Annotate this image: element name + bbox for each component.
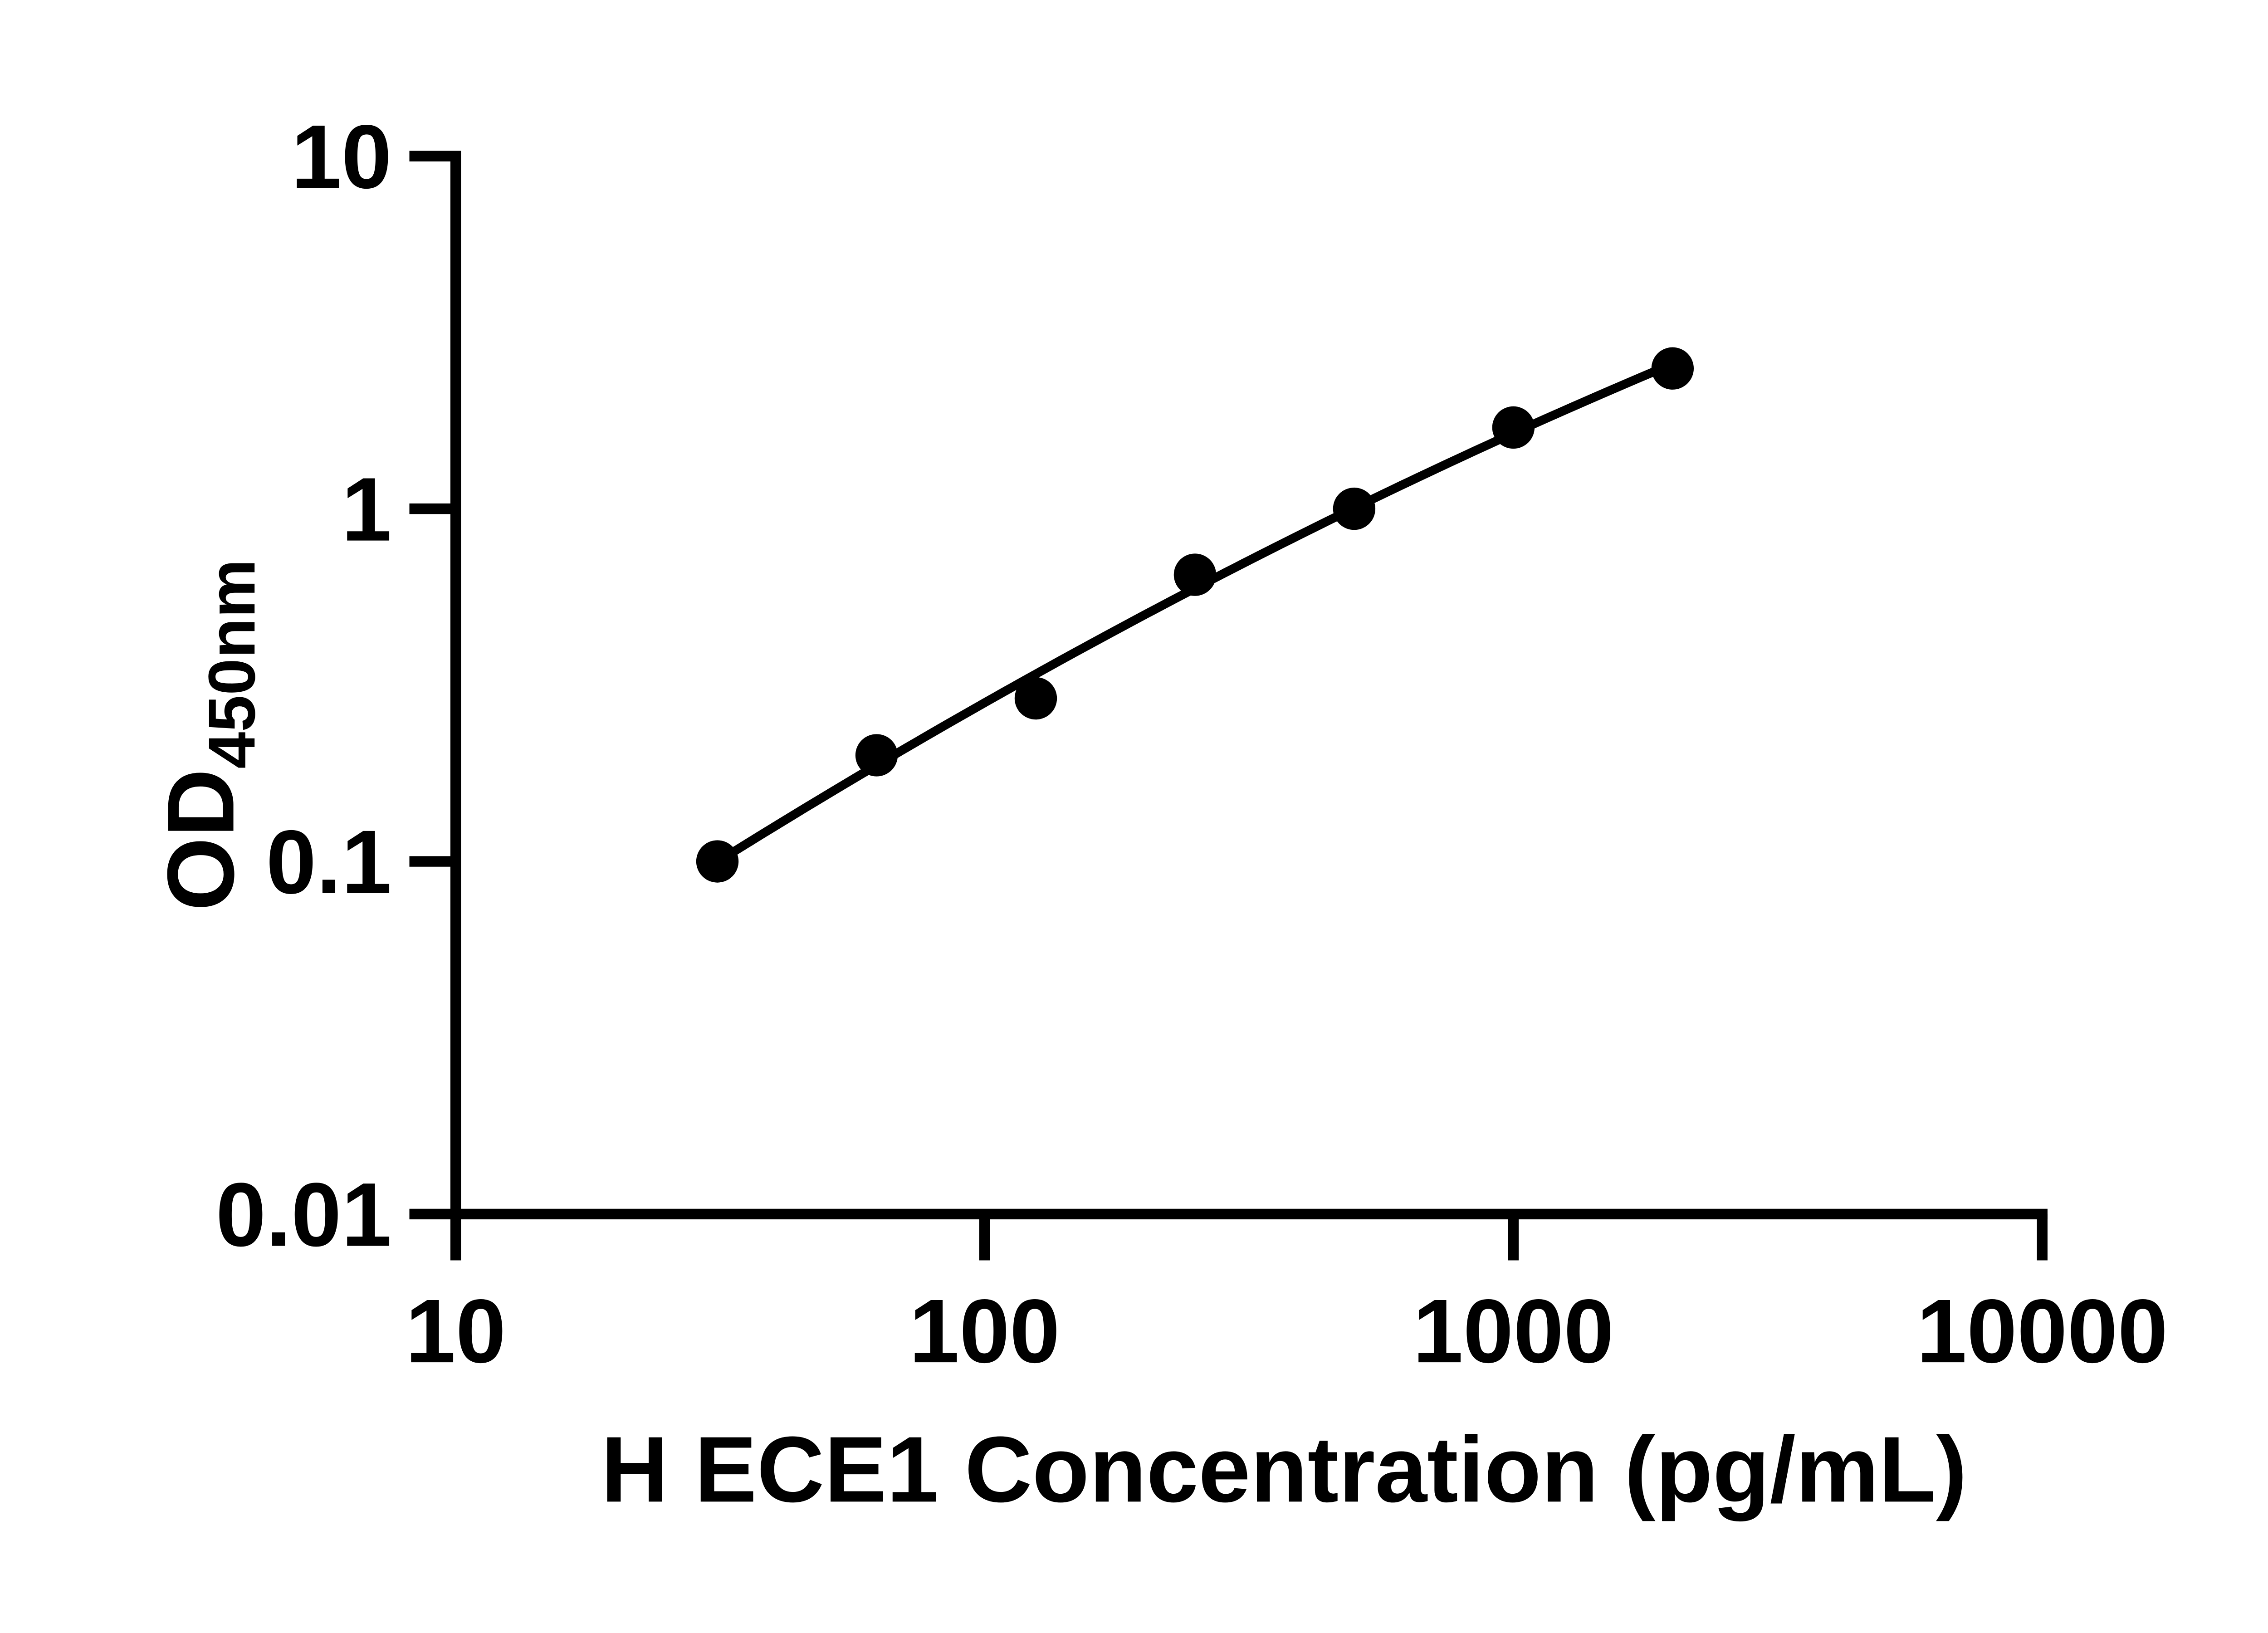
x-tick-label: 10 [406, 1281, 506, 1382]
elisa-standard-curve-figure: 0.01 0.1 1 10 10 100 1000 10000 H ECE1 Concentra… [18, 7, 2268, 1595]
x-tick-label: 10000 [1916, 1281, 2168, 1382]
x-tick-label: 100 [909, 1281, 1060, 1382]
data-point [1333, 487, 1376, 530]
data-point [1173, 553, 1217, 596]
data-point [1014, 677, 1057, 720]
data-point [1651, 347, 1694, 390]
y-axis-title-main: OD [148, 769, 254, 911]
y-tick-label: 0.01 [216, 1164, 392, 1265]
x-tick-label: 1000 [1413, 1281, 1614, 1382]
y-tick-label: 10 [291, 107, 392, 207]
data-point [1492, 406, 1535, 449]
chart-canvas: 0.01 0.1 1 10 10 100 1000 10000 H ECE1 Concentra… [18, 7, 2268, 1595]
x-axis-title: H ECE1 Concentration (pg/mL) [601, 1417, 1967, 1521]
y-tick-label: 0.1 [266, 812, 392, 913]
y-axis-title-subscript: 450nm [195, 559, 269, 769]
data-point [855, 734, 898, 777]
data-point [696, 840, 739, 883]
y-tick-label: 1 [342, 460, 392, 560]
y-axis-title: OD450nm [148, 559, 269, 911]
